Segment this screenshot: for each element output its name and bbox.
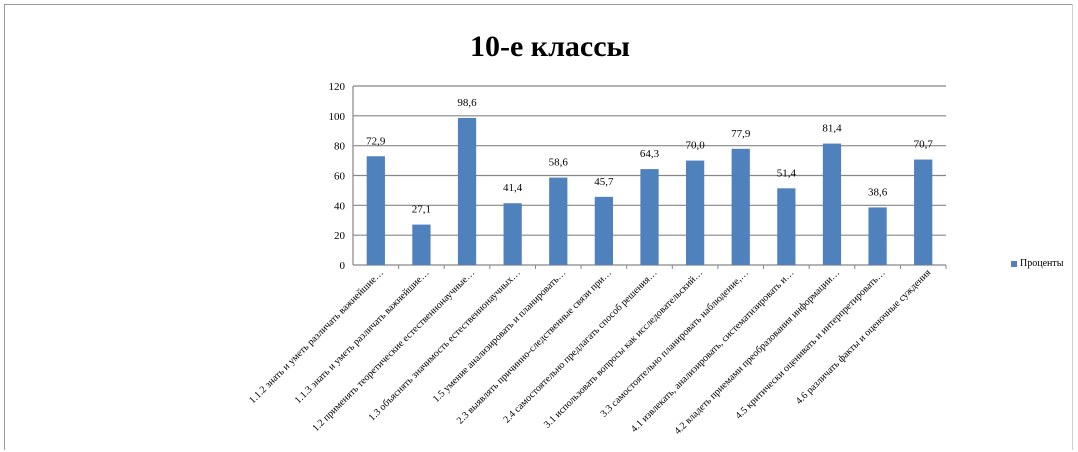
bar bbox=[685, 160, 705, 265]
bar bbox=[914, 159, 933, 265]
x-tick-label: 4.1 извлекать, анализировать, систематиз… bbox=[629, 267, 796, 434]
data-label: 38,6 bbox=[868, 186, 888, 198]
y-tick-label: 20 bbox=[334, 230, 346, 242]
bar bbox=[457, 117, 477, 266]
data-label: 70,7 bbox=[914, 139, 934, 151]
data-label: 81,4 bbox=[822, 123, 842, 135]
y-tick-label: 0 bbox=[340, 260, 346, 272]
x-tick-label: 1.2 применять теоретические естественнон… bbox=[310, 267, 477, 434]
data-label: 45,7 bbox=[594, 176, 614, 188]
chart-frame bbox=[4, 4, 1072, 450]
data-label: 77,9 bbox=[731, 128, 751, 140]
x-tick-label: 2.4 самостоятельно предлагать способ реш… bbox=[501, 267, 659, 425]
legend-label: Проценты bbox=[1020, 258, 1064, 269]
bar bbox=[777, 188, 796, 265]
chart-legend: Проценты bbox=[1011, 258, 1063, 269]
bar bbox=[868, 207, 887, 265]
y-tick-label: 120 bbox=[329, 81, 346, 93]
bar bbox=[366, 156, 385, 265]
x-tick-label: 2.3 выявлять причинно-следственные связи… bbox=[455, 267, 614, 426]
y-tick-label: 60 bbox=[334, 171, 346, 183]
chart-title: 10-е классы bbox=[470, 30, 630, 63]
y-tick-label: 100 bbox=[329, 111, 346, 123]
chart-frame-edge bbox=[1072, 4, 1073, 450]
bar bbox=[731, 148, 750, 265]
y-tick-label: 40 bbox=[334, 200, 346, 212]
bar bbox=[503, 203, 522, 265]
data-label: 58,6 bbox=[549, 157, 569, 169]
bar bbox=[594, 196, 614, 265]
bar bbox=[412, 224, 431, 265]
data-label: 27,1 bbox=[412, 204, 431, 216]
bar bbox=[640, 169, 659, 265]
data-label: 98,6 bbox=[457, 97, 477, 109]
x-tick-label: 3.1 использовать вопросы как исследовате… bbox=[542, 267, 705, 430]
data-label: 72,9 bbox=[366, 135, 386, 147]
x-tick-label: 4.2 владеть приемами преобразования инфо… bbox=[672, 267, 842, 437]
bar bbox=[549, 177, 568, 265]
data-label: 70,0 bbox=[685, 140, 705, 152]
bar bbox=[822, 143, 842, 265]
legend-swatch bbox=[1011, 260, 1017, 267]
data-label: 41,4 bbox=[503, 182, 523, 194]
y-tick-label: 80 bbox=[334, 141, 346, 153]
data-label: 51,4 bbox=[777, 167, 797, 179]
data-label: 64,3 bbox=[640, 148, 660, 160]
